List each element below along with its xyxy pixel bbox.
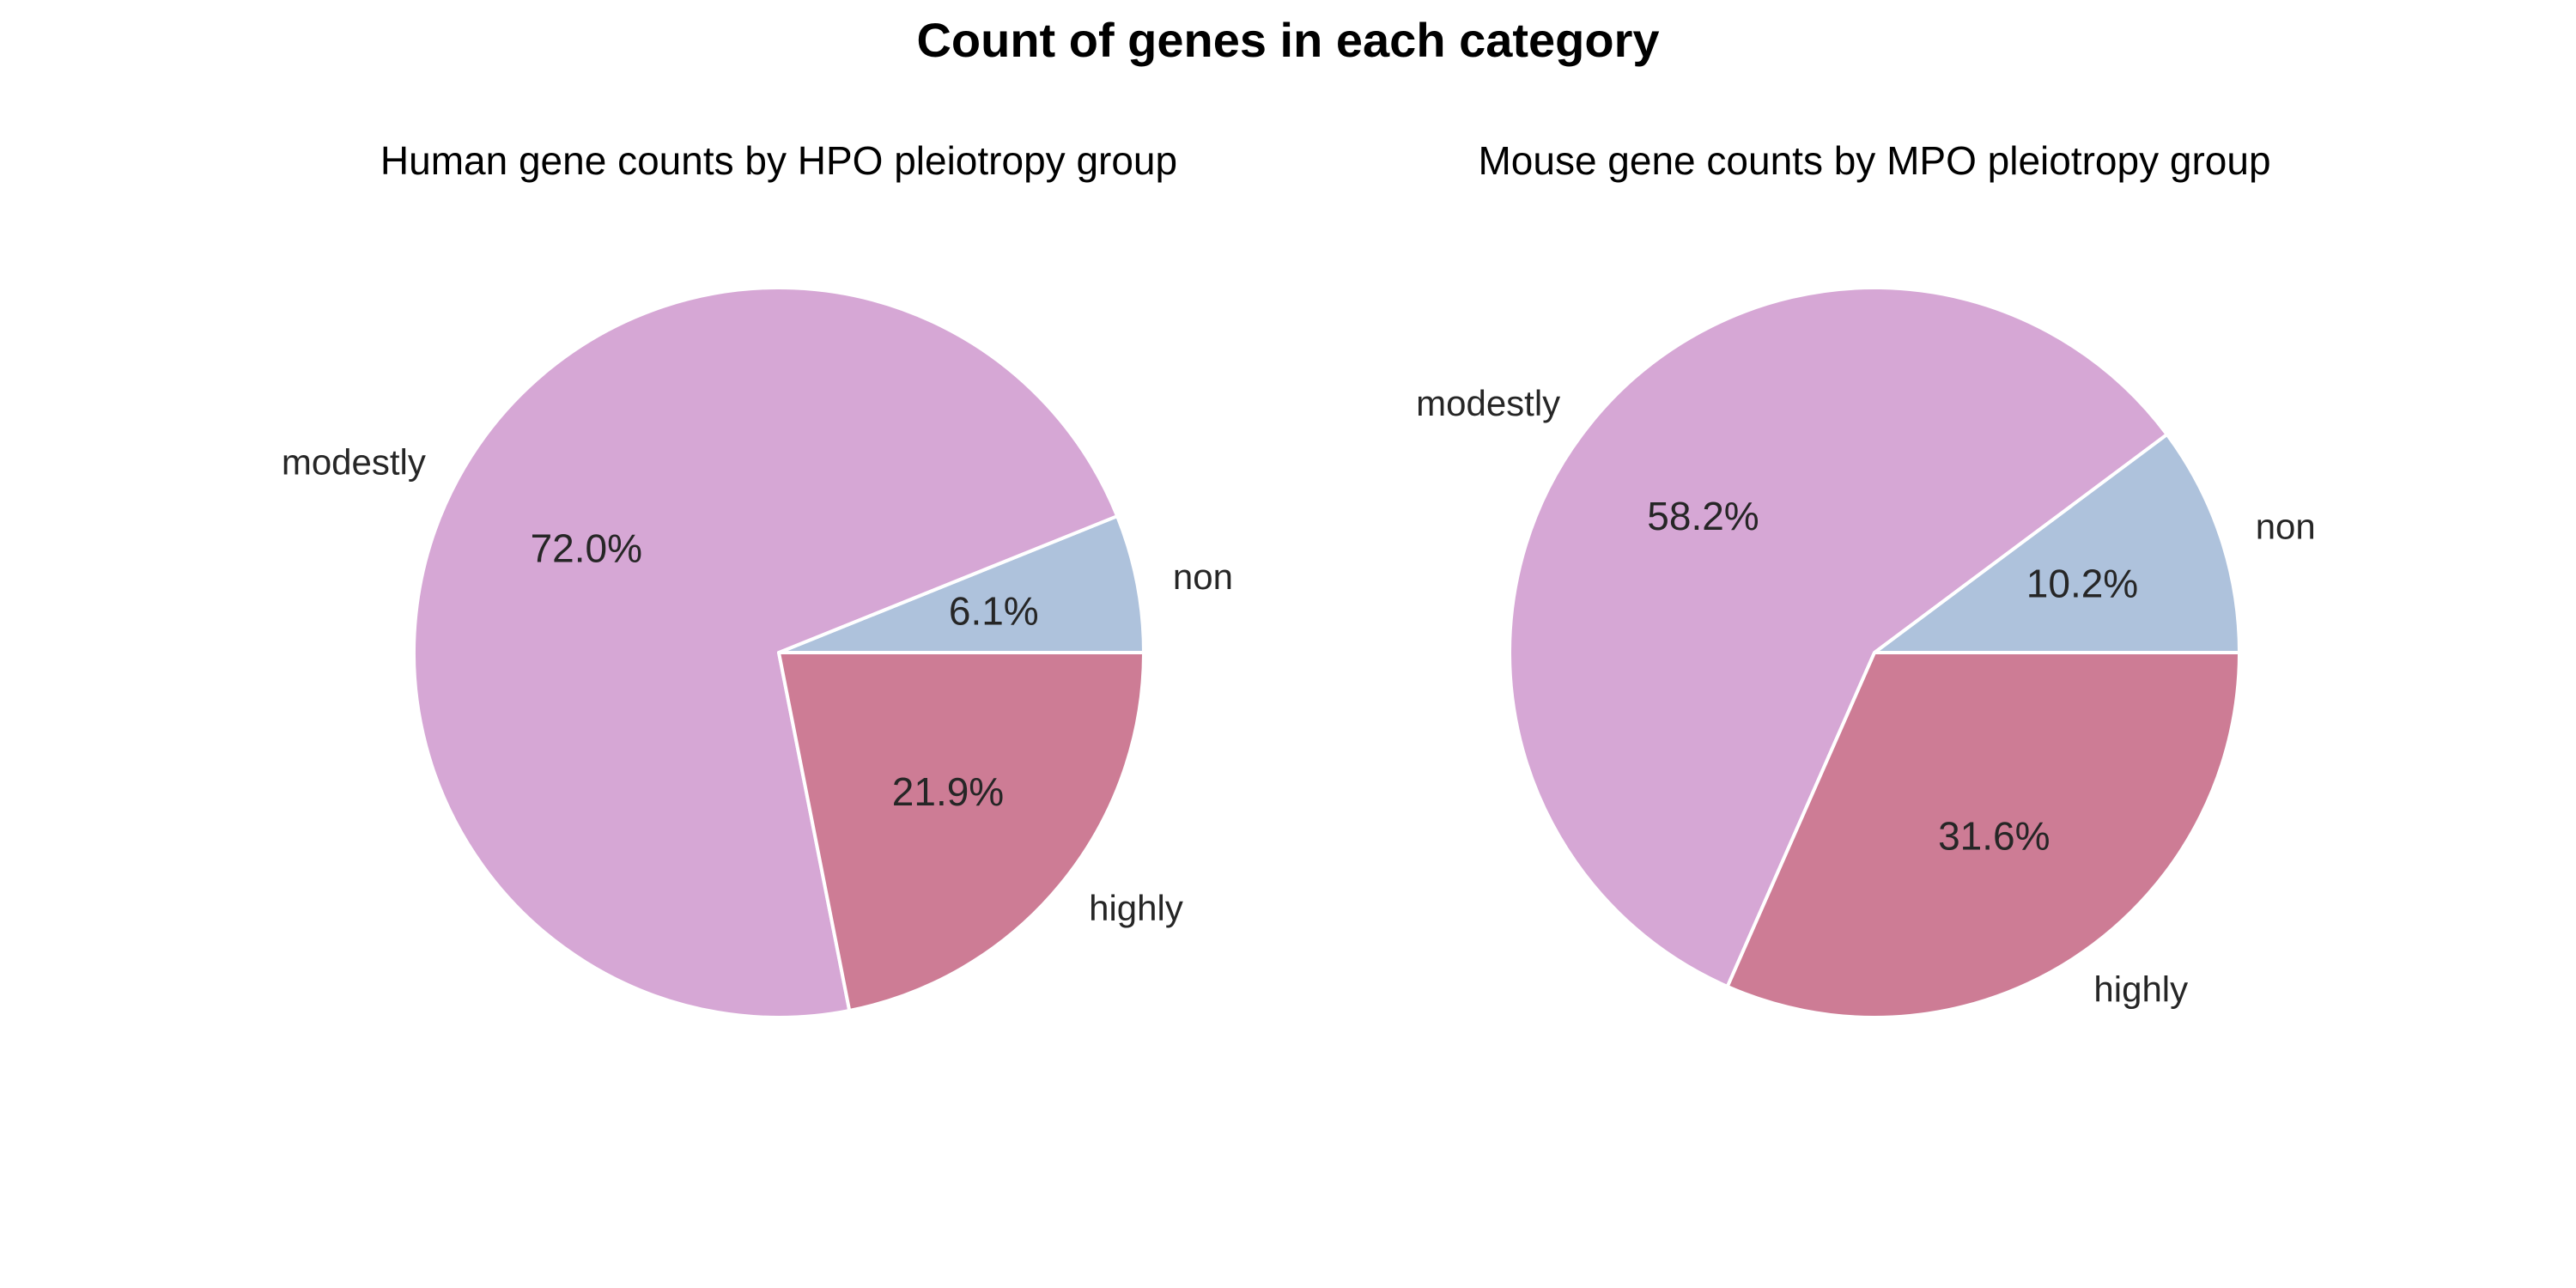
human-pie-chart: Human gene counts by HPO pleiotropy grou…: [282, 138, 1233, 1019]
human-slice-label-non: non: [1173, 556, 1233, 597]
mouse-percent-label-modestly: 58.2%: [1647, 494, 1759, 538]
mouse-chart-title: Mouse gene counts by MPO pleiotropy grou…: [1478, 138, 2270, 183]
human-pie-labels: non 6.1% modestly 72.0% highly 21.9%: [282, 441, 1233, 928]
human-slice-label-highly: highly: [1089, 888, 1183, 928]
mouse-pie-slices: [1508, 286, 2241, 1019]
mouse-percent-label-highly: 31.6%: [1938, 814, 2050, 859]
human-slice-modestly: [412, 286, 1120, 1019]
mouse-slice-label-non: non: [2256, 507, 2316, 547]
mouse-pie-chart: Mouse gene counts by MPO pleiotropy grou…: [1416, 138, 2316, 1019]
human-percent-label-modestly: 72.0%: [531, 526, 642, 571]
mouse-pie-labels: non 10.2% modestly 58.2% highly 31.6%: [1416, 383, 2316, 1010]
mouse-slice-label-modestly: modestly: [1416, 383, 1560, 423]
mouse-slice-non: [1873, 432, 2241, 654]
mouse-slice-modestly: [1508, 286, 2169, 988]
human-percent-label-highly: 21.9%: [892, 769, 1004, 814]
human-pie-slices: [412, 286, 1145, 1019]
human-slice-label-modestly: modestly: [282, 441, 426, 482]
human-slice-non: [777, 514, 1145, 654]
figure-title: Count of genes in each category: [916, 13, 1659, 67]
human-percent-label-non: 6.1%: [949, 588, 1039, 633]
mouse-percent-label-non: 10.2%: [2026, 562, 2138, 606]
mouse-slice-label-highly: highly: [2093, 969, 2188, 1010]
mouse-slice-highly: [1725, 651, 2241, 1019]
human-chart-title: Human gene counts by HPO pleiotropy grou…: [380, 138, 1177, 183]
human-slice-highly: [777, 651, 1145, 1012]
